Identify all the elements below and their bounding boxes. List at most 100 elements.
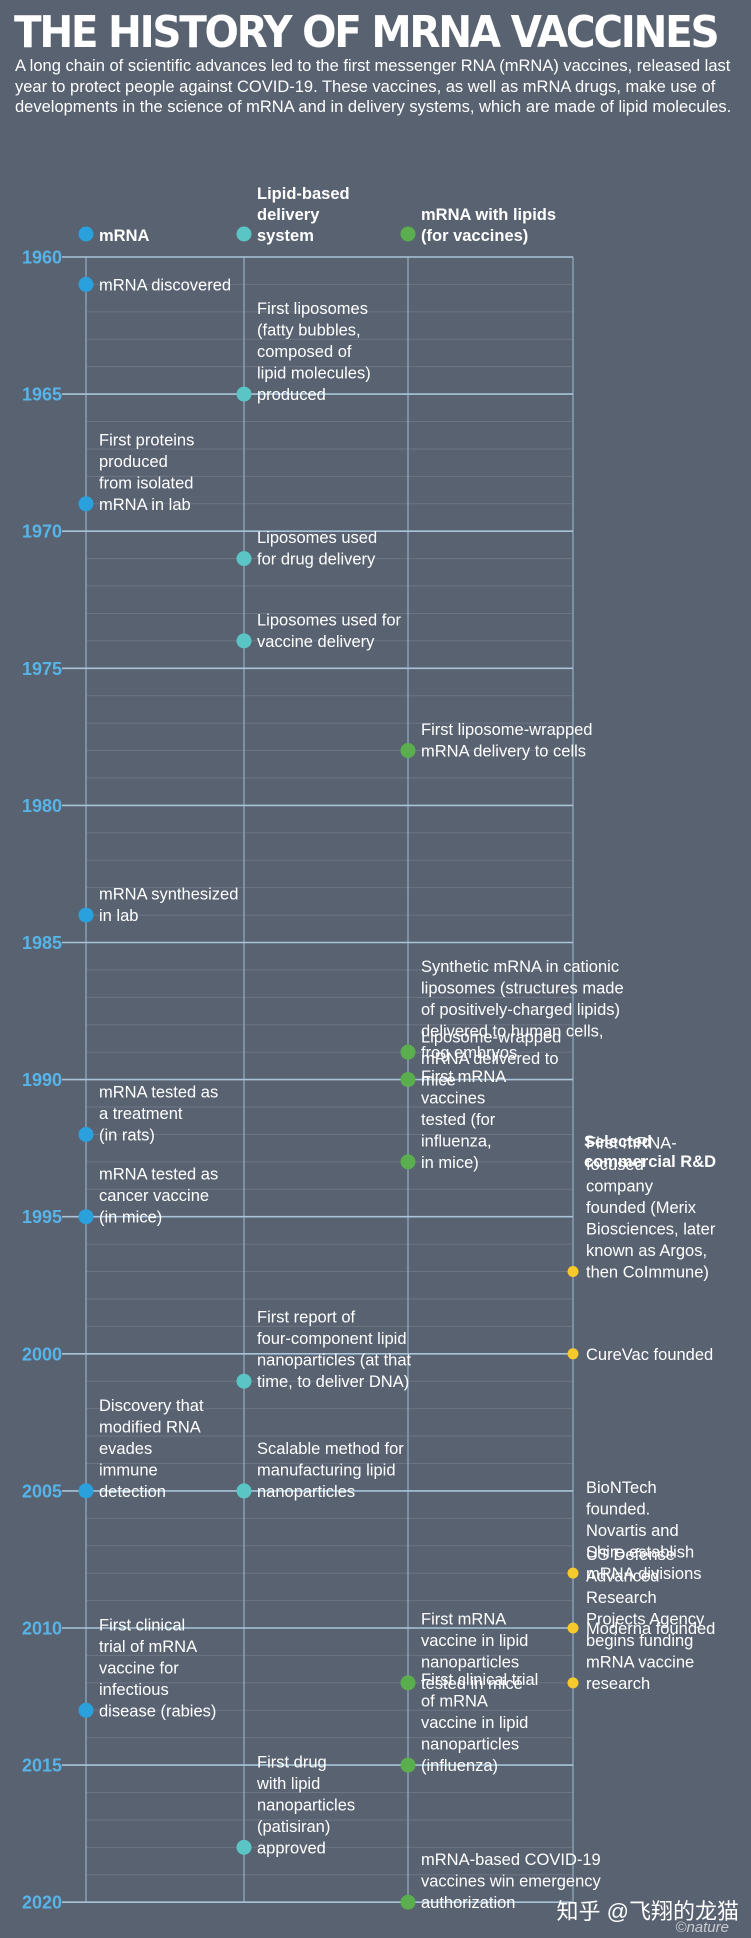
- event-label: nanoparticles: [257, 1796, 355, 1814]
- event-label: (patisiran): [257, 1818, 330, 1836]
- event-label: nanoparticles (at that: [257, 1352, 412, 1370]
- event-label: detection: [99, 1483, 166, 1501]
- column-header-vaccine: mRNA with lipids: [421, 206, 556, 224]
- event-dot-commercial: [567, 1622, 579, 1634]
- event-label: nanoparticles: [421, 1736, 519, 1754]
- event-label: with lipid: [256, 1775, 320, 1793]
- event-dot-commercial: [567, 1266, 579, 1278]
- event-label: manufacturing lipid: [257, 1461, 396, 1479]
- event-label: vaccine in lipid: [421, 1632, 528, 1650]
- event-label: mice: [421, 1072, 456, 1090]
- event-label: for drug delivery: [257, 551, 376, 569]
- event-label: First liposomes: [257, 300, 368, 318]
- event-label: Synthetic mRNA in cationic: [421, 958, 619, 976]
- event-label: frog embryos: [421, 1044, 517, 1062]
- event-label: in mice): [421, 1154, 479, 1172]
- event-label: (in rats): [99, 1126, 155, 1144]
- event-label: mRNA in lab: [99, 496, 191, 514]
- column-header-mrna: mRNA: [99, 227, 150, 245]
- event-dot-vaccine: [400, 1675, 416, 1691]
- event-dot-commercial: [567, 1677, 579, 1689]
- event-dot-commercial: [567, 1567, 579, 1579]
- event-label: vaccines win emergency: [421, 1873, 601, 1891]
- event-label: (in mice): [99, 1209, 162, 1227]
- year-label: 2020: [22, 1893, 62, 1913]
- event-label: mRNA-based COVID-19: [421, 1851, 601, 1869]
- event-dot-mrna: [78, 1209, 94, 1225]
- event-label: influenza,: [421, 1132, 492, 1150]
- event-label: CureVac founded: [586, 1346, 713, 1364]
- event-dot-mrna: [78, 1483, 94, 1499]
- event-dot-vaccine: [400, 1757, 416, 1773]
- event-dot-vaccine: [400, 1154, 416, 1170]
- event-dot-lipid: [236, 633, 252, 649]
- event-dot-lipid: [236, 551, 252, 567]
- event-dot-commercial: [567, 1348, 579, 1360]
- column-header-lipid: Lipid-based: [257, 185, 350, 203]
- event-label: a treatment: [99, 1105, 183, 1123]
- legend-dot-vaccine: [400, 226, 416, 242]
- event-dot-mrna: [78, 1126, 94, 1142]
- event-dot-lipid: [236, 1373, 252, 1389]
- event-label: Advanced: [586, 1567, 659, 1585]
- event-label: delivered to human cells,: [421, 1023, 604, 1041]
- event-label: evades: [99, 1440, 152, 1458]
- year-label: 1995: [22, 1207, 62, 1227]
- event-label: Liposomes used for: [257, 611, 402, 629]
- event-dot-vaccine: [400, 743, 416, 759]
- event-label: begins funding: [586, 1632, 693, 1650]
- event-label: Projects Agency: [586, 1610, 705, 1628]
- legend-dot-mrna: [78, 226, 94, 242]
- event-label: of positively-charged lipids): [421, 1001, 620, 1019]
- event-label: known as Argos,: [586, 1242, 707, 1260]
- source-credit: ©nature: [675, 1919, 729, 1936]
- event-label: mRNA discovered: [99, 276, 231, 294]
- event-label: vaccine delivery: [257, 633, 375, 651]
- year-label: 1980: [22, 796, 62, 816]
- event-label: nanoparticles: [421, 1653, 519, 1671]
- event-label: company: [586, 1178, 654, 1196]
- event-label: authorization: [421, 1894, 515, 1912]
- column-header-vaccine: (for vaccines): [421, 227, 528, 245]
- event-dot-vaccine: [400, 1072, 416, 1088]
- event-label: BioNTech: [586, 1479, 657, 1497]
- event-label: Discovery that: [99, 1397, 204, 1415]
- event-label: US Defense: [586, 1546, 675, 1564]
- event-label: lipid molecules): [257, 365, 371, 383]
- year-label: 2015: [22, 1756, 62, 1776]
- event-label: Liposomes used: [257, 529, 377, 547]
- year-label: 1965: [22, 385, 62, 405]
- event-label: cancer vaccine: [99, 1187, 209, 1205]
- event-label: Liposome-wrapped: [421, 1029, 561, 1047]
- column-header-lipid: system: [257, 227, 314, 245]
- event-dot-mrna: [78, 907, 94, 923]
- event-label: infectious: [99, 1681, 169, 1699]
- event-label: (influenza): [421, 1757, 498, 1775]
- event-label: First clinical: [99, 1616, 185, 1634]
- event-label: mRNA delivery to cells: [421, 743, 586, 761]
- event-label: mRNA delivered to: [421, 1050, 559, 1068]
- event-label: Novartis and: [586, 1522, 679, 1540]
- event-label: vaccine in lipid: [421, 1714, 528, 1732]
- event-label: focused: [586, 1156, 644, 1174]
- event-dot-lipid: [236, 1483, 252, 1499]
- year-label: 2005: [22, 1481, 62, 1501]
- event-dot-vaccine: [400, 1894, 416, 1910]
- event-label: produced: [257, 386, 326, 404]
- event-label: modified RNA: [99, 1418, 201, 1436]
- event-label: vaccines: [421, 1089, 485, 1107]
- event-label: produced: [99, 453, 168, 471]
- event-label: First mRNA-: [586, 1135, 677, 1153]
- event-dot-vaccine: [400, 1044, 416, 1060]
- watermark-text: 知乎 @飞翔的龙猫: [556, 1899, 739, 1924]
- event-label: Moderna founded: [586, 1620, 715, 1638]
- event-label: First mRNA: [421, 1610, 506, 1628]
- event-label: mRNA synthesized: [99, 886, 238, 904]
- event-label: First drug: [257, 1753, 327, 1771]
- year-label: 1970: [22, 522, 62, 542]
- event-label: immune: [99, 1461, 158, 1479]
- column-header-commercial: commercial R&D: [584, 1153, 716, 1171]
- event-label: tested in mice: [421, 1675, 523, 1693]
- page-title: THE HISTORY OF MRNA VACCINES: [14, 7, 720, 58]
- event-label: nanoparticles: [257, 1483, 355, 1501]
